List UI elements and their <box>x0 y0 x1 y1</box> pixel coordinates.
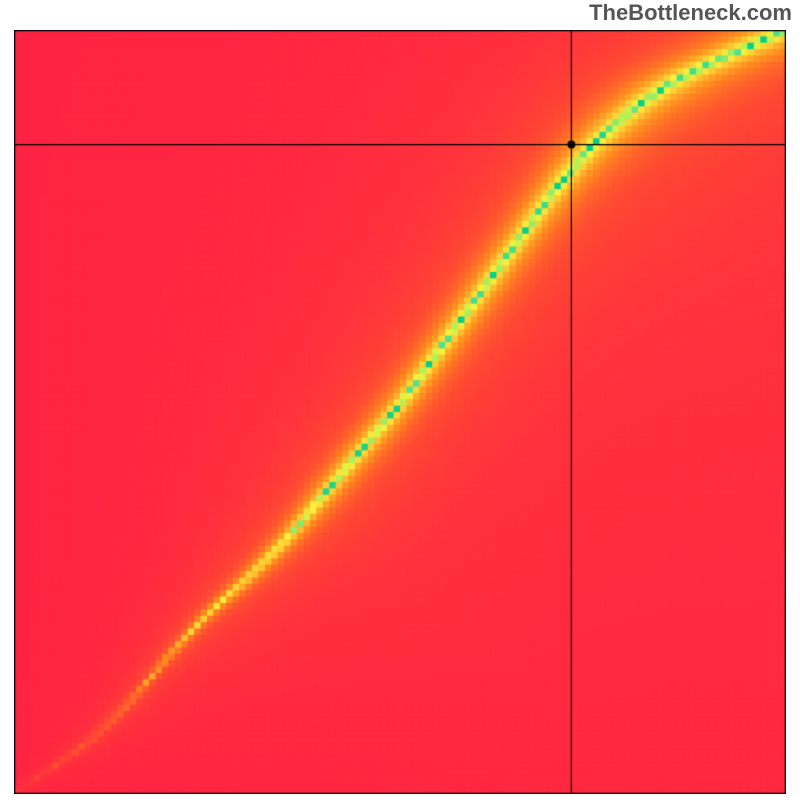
bottleneck-heatmap <box>14 30 786 794</box>
watermark-text: TheBottleneck.com <box>589 0 792 26</box>
